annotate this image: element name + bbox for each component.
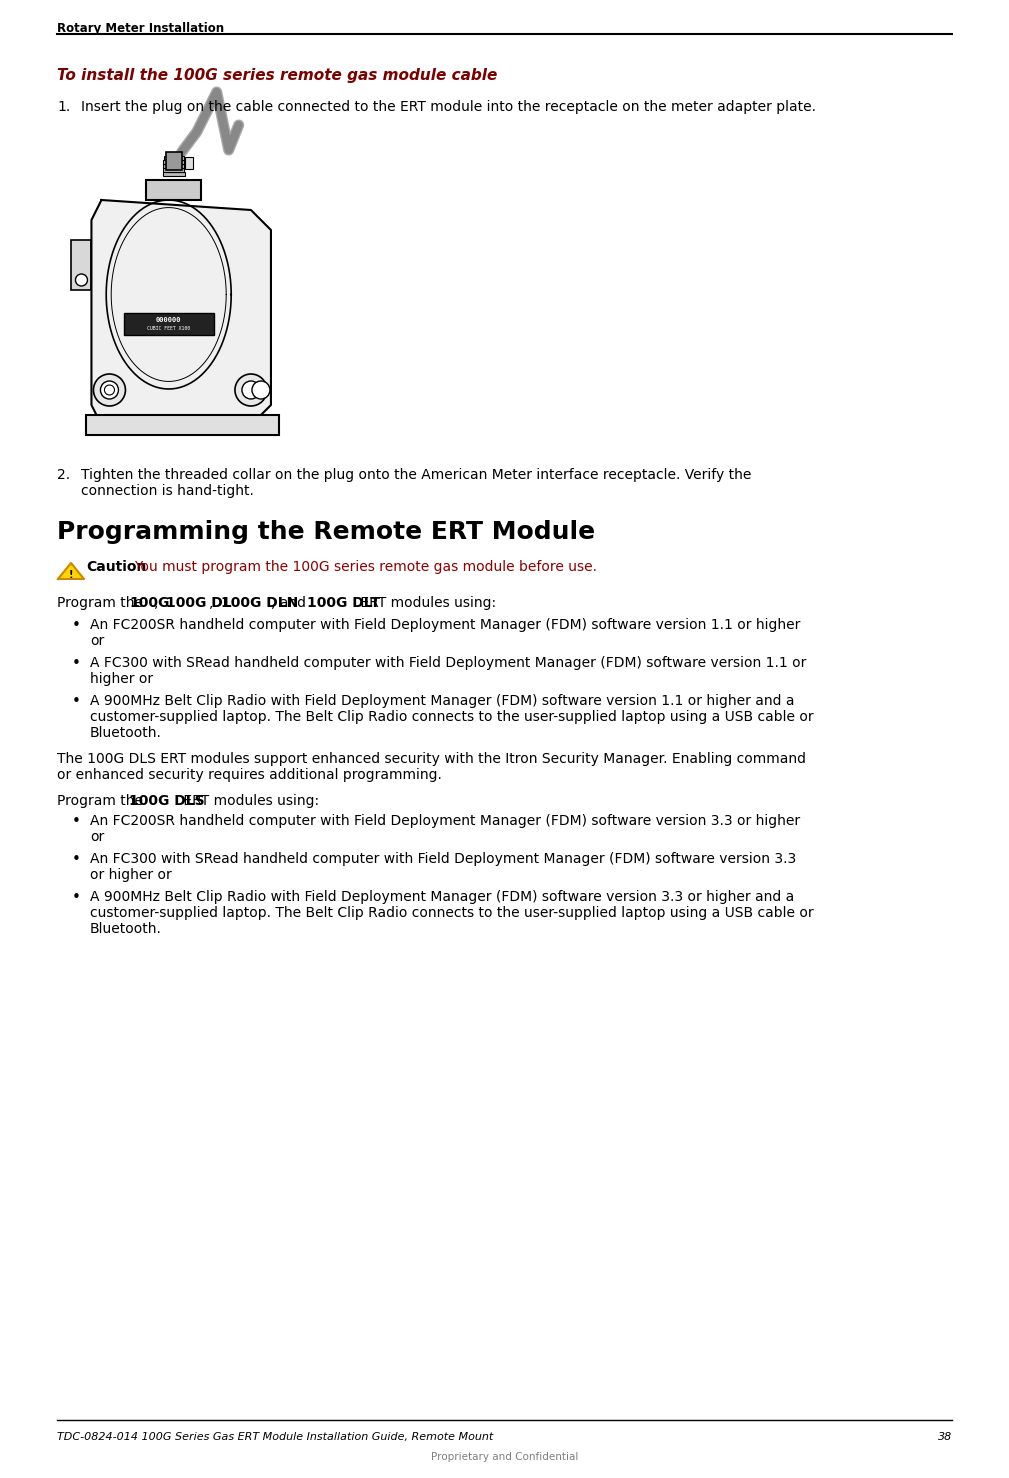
Text: 100G DLS: 100G DLS — [129, 794, 205, 808]
Text: A 900MHz Belt Clip Radio with Field Deployment Manager (FDM) software version 1.: A 900MHz Belt Clip Radio with Field Depl… — [90, 695, 794, 708]
Text: ,: , — [153, 596, 162, 610]
Bar — [165, 152, 182, 170]
Text: 100G DLT: 100G DLT — [307, 596, 379, 610]
Text: Caution: Caution — [86, 560, 146, 573]
Bar — [163, 157, 184, 160]
Text: ERT modules using:: ERT modules using: — [356, 596, 496, 610]
Text: CUBIC FEET X100: CUBIC FEET X100 — [147, 327, 191, 331]
Text: TDC-0824-014 100G Series Gas ERT Module Installation Guide, Remote Mount: TDC-0824-014 100G Series Gas ERT Module … — [57, 1432, 493, 1443]
Text: Programming the Remote ERT Module: Programming the Remote ERT Module — [57, 520, 595, 544]
Text: The 100G DLS ERT modules support enhanced security with the Itron Security Manag: The 100G DLS ERT modules support enhance… — [57, 752, 806, 766]
Text: 100G DL: 100G DL — [165, 596, 231, 610]
Text: A 900MHz Belt Clip Radio with Field Deployment Manager (FDM) software version 3.: A 900MHz Belt Clip Radio with Field Depl… — [90, 890, 794, 905]
Text: Rotary Meter Installation: Rotary Meter Installation — [57, 22, 224, 35]
Text: ,: , — [209, 596, 218, 610]
Text: •: • — [72, 618, 81, 633]
Bar — [146, 180, 201, 200]
Bar — [87, 415, 279, 435]
Bar — [124, 312, 214, 334]
Bar — [163, 160, 184, 164]
Bar — [162, 171, 185, 176]
Text: To install the 100G series remote gas module cable: To install the 100G series remote gas mo… — [57, 68, 497, 83]
Text: 100G: 100G — [129, 596, 170, 610]
Circle shape — [94, 374, 125, 406]
Bar — [72, 239, 92, 290]
Text: !: ! — [69, 571, 74, 579]
Text: •: • — [72, 814, 81, 829]
Text: 2.: 2. — [57, 469, 70, 482]
Text: •: • — [72, 656, 81, 671]
Text: Program the: Program the — [57, 596, 147, 610]
Text: Tighten the threaded collar on the plug onto the American Meter interface recept: Tighten the threaded collar on the plug … — [81, 469, 752, 482]
Text: customer-supplied laptop. The Belt Clip Radio connects to the user-supplied lapt: customer-supplied laptop. The Belt Clip … — [90, 709, 813, 724]
Circle shape — [105, 384, 114, 395]
Text: or higher or: or higher or — [90, 868, 172, 882]
Text: •: • — [72, 851, 81, 868]
Text: , and: , and — [270, 596, 310, 610]
Bar — [185, 157, 193, 168]
Text: An FC200SR handheld computer with Field Deployment Manager (FDM) software versio: An FC200SR handheld computer with Field … — [90, 618, 800, 633]
Text: 1.: 1. — [57, 101, 71, 114]
Text: Program the: Program the — [57, 794, 147, 808]
Text: Bluetooth.: Bluetooth. — [90, 922, 161, 936]
Text: higher or: higher or — [90, 672, 153, 686]
Text: or enhanced security requires additional programming.: or enhanced security requires additional… — [57, 769, 442, 782]
Circle shape — [252, 381, 270, 399]
Bar — [163, 164, 185, 168]
Text: Bluetooth.: Bluetooth. — [90, 726, 161, 740]
Text: 100G DLN: 100G DLN — [221, 596, 299, 610]
Text: 000000: 000000 — [156, 318, 182, 324]
Text: 38: 38 — [937, 1432, 952, 1443]
Text: connection is hand-tight.: connection is hand-tight. — [81, 483, 254, 498]
Text: or: or — [90, 634, 104, 647]
Text: An FC300 with SRead handheld computer with Field Deployment Manager (FDM) softwa: An FC300 with SRead handheld computer wi… — [90, 851, 796, 866]
Text: customer-supplied laptop. The Belt Clip Radio connects to the user-supplied lapt: customer-supplied laptop. The Belt Clip … — [90, 906, 813, 919]
Polygon shape — [58, 563, 84, 579]
Circle shape — [101, 381, 118, 399]
Text: •: • — [72, 890, 81, 905]
Text: Proprietary and Confidential: Proprietary and Confidential — [431, 1451, 578, 1462]
Polygon shape — [92, 200, 271, 426]
Circle shape — [242, 381, 260, 399]
Text: Insert the plug on the cable connected to the ERT module into the receptacle on : Insert the plug on the cable connected t… — [81, 101, 816, 114]
Text: ERT modules using:: ERT modules using: — [179, 794, 319, 808]
Text: or: or — [90, 831, 104, 844]
Text: An FC200SR handheld computer with Field Deployment Manager (FDM) software versio: An FC200SR handheld computer with Field … — [90, 814, 800, 828]
Circle shape — [235, 374, 267, 406]
Circle shape — [76, 273, 88, 287]
Text: A FC300 with SRead handheld computer with Field Deployment Manager (FDM) softwar: A FC300 with SRead handheld computer wit… — [90, 656, 806, 670]
Bar — [162, 168, 185, 171]
Text: •: • — [72, 695, 81, 709]
Text: You must program the 100G series remote gas module before use.: You must program the 100G series remote … — [134, 560, 597, 573]
